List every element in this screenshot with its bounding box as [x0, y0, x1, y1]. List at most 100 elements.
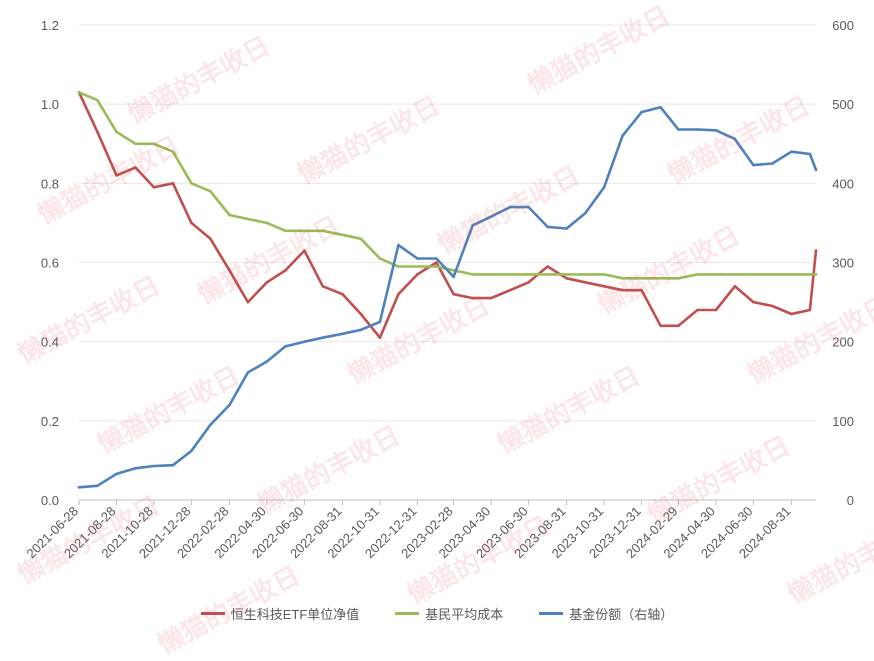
- data-point: [209, 190, 212, 193]
- data-point: [397, 292, 400, 296]
- right-y-tick-label: 100: [832, 414, 854, 429]
- data-point: [171, 150, 175, 153]
- data-point: [265, 360, 269, 363]
- data-point: [565, 273, 568, 276]
- data-point: [190, 449, 193, 453]
- left-y-tick-label: 0.0: [41, 493, 59, 508]
- data-point: [696, 308, 699, 312]
- data-point: [303, 229, 306, 233]
- data-point: [190, 182, 193, 185]
- data-point: [134, 142, 137, 146]
- data-point: [621, 134, 624, 138]
- data-point: [265, 281, 269, 284]
- data-point: [152, 464, 156, 468]
- data-point: [359, 237, 363, 241]
- data-point: [790, 150, 793, 153]
- data-point: [771, 273, 774, 276]
- gridlines: [79, 24, 816, 422]
- data-point: [435, 261, 438, 264]
- data-point: [96, 484, 99, 488]
- data-point: [190, 221, 193, 225]
- data-point: [246, 371, 250, 374]
- legend-label-shares: 基金份额（右轴）: [569, 606, 674, 622]
- data-point: [714, 308, 718, 312]
- data-point: [228, 403, 231, 407]
- data-point: [284, 229, 287, 233]
- right-y-tick-label: 500: [832, 97, 854, 112]
- right-y-tick-label: 200: [832, 335, 854, 350]
- legend-item-cost: 基民平均成本: [395, 603, 503, 623]
- data-point: [115, 130, 118, 134]
- legend-swatch-cost: [395, 611, 420, 615]
- data-point: [565, 277, 568, 280]
- legend-label-cost: 基民平均成本: [425, 606, 504, 622]
- data-point: [546, 265, 549, 268]
- legend-item-shares: 基金份额（右轴）: [539, 603, 673, 623]
- data-point: [659, 106, 662, 109]
- data-point: [471, 273, 475, 276]
- data-point: [640, 277, 643, 280]
- left-y-tick-label: 0.4: [41, 335, 59, 350]
- data-point: [115, 472, 118, 476]
- data-point: [416, 265, 419, 268]
- data-point: [814, 273, 818, 276]
- data-point: [452, 292, 455, 296]
- data-point: [508, 273, 512, 276]
- left-y-tick-label: 1.2: [41, 18, 59, 33]
- data-point: [152, 186, 156, 189]
- data-point: [583, 212, 587, 215]
- data-point: [696, 273, 699, 276]
- left-y-tick-label: 0.6: [41, 256, 59, 271]
- data-point: [452, 275, 455, 279]
- data-point: [527, 205, 530, 209]
- legend-swatch-shares: [539, 611, 564, 615]
- data-point: [77, 91, 81, 94]
- left-y-tick-label: 0.2: [41, 414, 59, 429]
- data-point: [677, 128, 680, 131]
- data-point: [583, 281, 587, 284]
- data-point: [696, 128, 699, 131]
- data-point: [489, 215, 493, 218]
- right-y-tick-label: 300: [832, 256, 854, 271]
- data-point: [115, 174, 118, 177]
- data-point: [752, 300, 755, 304]
- legend: 恒生科技ETF单位净值 基民平均成本 基金份额（右轴）: [0, 603, 874, 623]
- data-point: [452, 269, 455, 272]
- data-point: [790, 273, 793, 276]
- data-point: [621, 288, 624, 292]
- data-point: [416, 257, 419, 260]
- data-point: [397, 265, 400, 268]
- data-point: [733, 137, 737, 141]
- data-point: [602, 285, 606, 288]
- data-point: [640, 110, 643, 114]
- right-y-axis: 0 100 200 300 400 500 600: [832, 18, 854, 508]
- data-point: [378, 336, 382, 340]
- left-y-tick-label: 0.8: [41, 176, 59, 191]
- data-point: [209, 423, 212, 427]
- data-point: [527, 281, 530, 284]
- data-point: [733, 285, 737, 288]
- data-point: [489, 296, 493, 300]
- data-point: [714, 273, 718, 276]
- data-point: [733, 273, 737, 276]
- data-point: [171, 182, 175, 185]
- data-point: [546, 225, 549, 229]
- series-lines: [77, 91, 818, 489]
- data-point: [378, 320, 382, 324]
- series-line-1: [77, 91, 818, 280]
- legend-swatch-nav: [200, 611, 225, 615]
- data-point: [471, 296, 475, 300]
- right-y-tick-label: 400: [832, 176, 854, 191]
- left-y-axis: 0.0 0.2 0.4 0.6 0.8 1.0 1.2: [41, 18, 59, 508]
- data-point: [790, 312, 793, 316]
- data-point: [659, 277, 662, 280]
- data-point: [96, 130, 99, 134]
- data-point: [814, 168, 818, 172]
- data-point: [714, 129, 718, 132]
- data-point: [359, 312, 363, 316]
- data-point: [602, 186, 606, 189]
- data-point: [435, 265, 438, 268]
- data-point: [303, 249, 306, 252]
- data-point: [583, 273, 587, 276]
- data-point: [246, 300, 250, 304]
